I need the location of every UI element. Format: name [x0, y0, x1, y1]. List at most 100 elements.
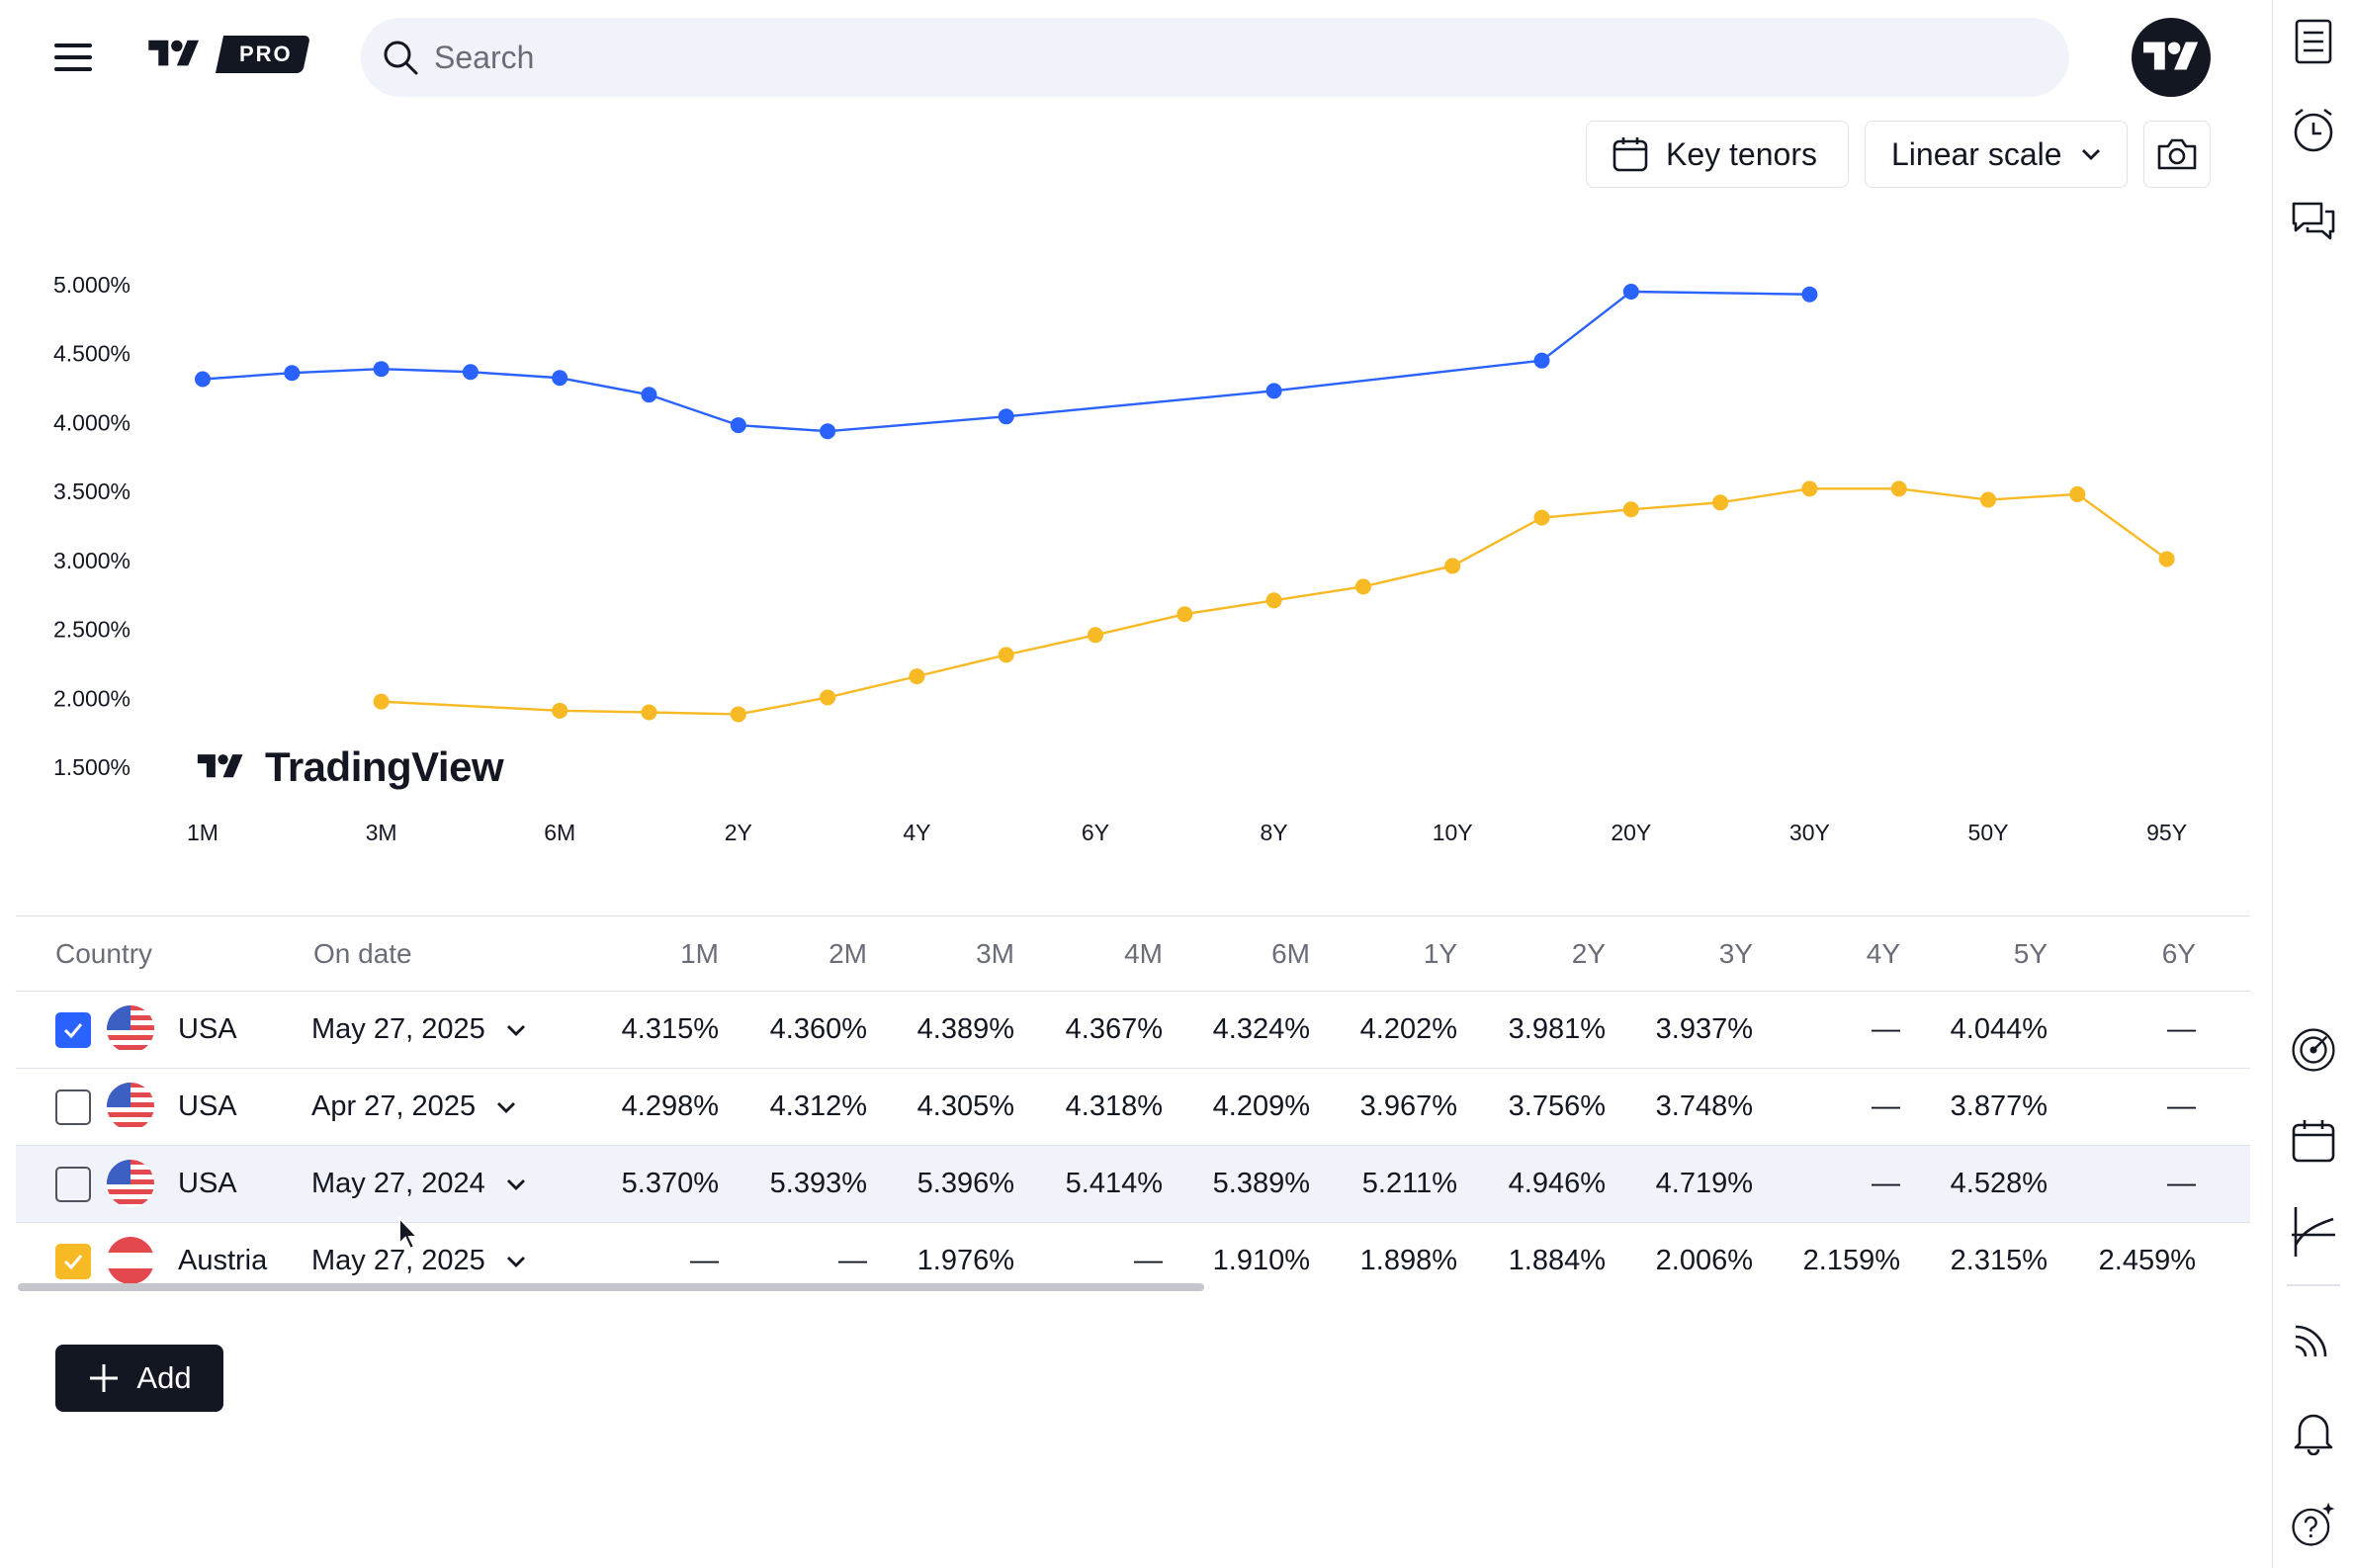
series-point-0[interactable] — [730, 417, 746, 434]
series-point-1[interactable] — [820, 689, 836, 706]
column-header-tenor[interactable]: 3M — [976, 937, 1014, 969]
key-tenors-label: Key tenors — [1666, 135, 1817, 172]
yield-value: 4.719% — [1655, 1168, 1753, 1199]
date-dropdown[interactable]: May 27, 2025 — [311, 1223, 527, 1299]
checkbox[interactable] — [55, 1089, 91, 1125]
horizontal-scrollbar[interactable] — [18, 1283, 1204, 1291]
series-point-1[interactable] — [1088, 627, 1103, 644]
x-tick-label: 2Y — [725, 820, 752, 845]
column-header-tenor[interactable]: 3Y — [1718, 937, 1753, 969]
yield-value: — — [2167, 1013, 2196, 1045]
checkbox-checked[interactable] — [55, 1012, 91, 1048]
help-icon[interactable] — [2290, 1501, 2337, 1548]
column-header-tenor[interactable]: 2Y — [1571, 937, 1606, 969]
checkmark-icon — [63, 1023, 83, 1039]
column-header-country[interactable]: Country — [55, 937, 153, 969]
series-point-1[interactable] — [2158, 551, 2175, 567]
column-header-tenor[interactable]: 6Y — [2161, 937, 2196, 969]
series-point-1[interactable] — [1354, 578, 1371, 595]
date-dropdown[interactable]: May 27, 2025 — [311, 992, 527, 1068]
yield-value: 1.910% — [1212, 1245, 1310, 1276]
series-point-0[interactable] — [1801, 286, 1818, 303]
profile-avatar[interactable] — [2132, 18, 2211, 97]
column-header-tenor[interactable]: 1Y — [1423, 937, 1457, 969]
column-header-tenor[interactable]: 2M — [828, 937, 867, 969]
series-point-1[interactable] — [2069, 485, 2086, 502]
camera-icon — [2157, 138, 2197, 170]
series-point-1[interactable] — [998, 647, 1014, 663]
austria-flag-icon — [107, 1237, 154, 1284]
series-point-1[interactable] — [1801, 480, 1818, 497]
bell-icon[interactable] — [2290, 1408, 2337, 1455]
yield-value: 1.884% — [1508, 1245, 1606, 1276]
column-header-tenor[interactable]: 6M — [1271, 937, 1310, 969]
series-point-1[interactable] — [1533, 509, 1550, 526]
series-point-1[interactable] — [1265, 592, 1282, 609]
yield-curve-icon[interactable] — [2290, 1207, 2337, 1257]
table-row[interactable]: USA May 27, 2025 4.315% 4.360% 4.389% 4.367% 4… — [16, 991, 2250, 1068]
series-point-1[interactable] — [1444, 558, 1461, 574]
yield-value: 2.315% — [1950, 1245, 2048, 1276]
series-point-0[interactable] — [1265, 383, 1282, 399]
series-point-1[interactable] — [1980, 491, 1996, 508]
table-row[interactable]: USA May 27, 2024 5.370% 5.393% 5.396% 5.414% 5… — [16, 1145, 2250, 1222]
screenshot-button[interactable] — [2143, 121, 2211, 188]
date-value: May 27, 2024 — [311, 1168, 485, 1199]
calendar-icon[interactable] — [2290, 1117, 2337, 1165]
series-point-1[interactable] — [1622, 501, 1639, 518]
yield-value: 2.159% — [1802, 1245, 1900, 1276]
date-value: Apr 27, 2025 — [311, 1090, 477, 1122]
column-header-date[interactable]: On date — [313, 937, 412, 969]
series-point-0[interactable] — [195, 371, 211, 388]
tradingview-pro-logo[interactable]: PRO — [134, 34, 310, 75]
yield-value: 3.748% — [1655, 1090, 1753, 1122]
series-point-1[interactable] — [373, 693, 390, 710]
mouse-cursor-icon — [398, 1216, 420, 1251]
target-icon[interactable] — [2290, 1026, 2337, 1074]
series-point-0[interactable] — [1622, 283, 1639, 300]
date-dropdown[interactable]: Apr 27, 2025 — [311, 1069, 517, 1145]
search-bar[interactable] — [361, 18, 2069, 97]
chat-icon[interactable] — [2290, 198, 2337, 245]
series-point-0[interactable] — [820, 423, 836, 440]
series-point-1[interactable] — [1712, 494, 1729, 511]
menu-icon[interactable] — [54, 44, 92, 71]
series-point-1[interactable] — [909, 668, 925, 685]
column-header-tenor[interactable]: 4M — [1124, 937, 1163, 969]
yield-value: — — [1134, 1245, 1163, 1276]
yield-value: 1.976% — [916, 1245, 1014, 1276]
series-point-0[interactable] — [284, 365, 301, 382]
column-header-tenor[interactable]: 5Y — [2013, 937, 2048, 969]
series-point-0[interactable] — [998, 408, 1014, 425]
add-button[interactable]: Add — [55, 1345, 223, 1412]
yield-value: 5.211% — [1361, 1168, 1457, 1199]
series-point-0[interactable] — [1533, 352, 1550, 369]
column-header-tenor[interactable]: 1M — [680, 937, 719, 969]
alarm-clock-icon[interactable] — [2290, 107, 2337, 154]
table-row[interactable]: USA Apr 27, 2025 4.298% 4.312% 4.305% 4.318% 4… — [16, 1068, 2250, 1145]
yield-value: 3.967% — [1359, 1090, 1457, 1122]
search-input[interactable] — [434, 39, 1917, 76]
series-point-0[interactable] — [373, 361, 390, 378]
tradingview-logo-icon — [148, 40, 199, 66]
calendar-icon — [1612, 137, 1648, 172]
watchlist-icon[interactable] — [2290, 18, 2337, 65]
series-point-1[interactable] — [552, 702, 568, 719]
column-header-tenor[interactable]: 4Y — [1866, 937, 1900, 969]
date-dropdown[interactable]: May 27, 2024 — [311, 1146, 527, 1222]
series-point-1[interactable] — [1176, 606, 1193, 623]
series-point-1[interactable] — [1890, 480, 1907, 497]
series-point-0[interactable] — [552, 370, 568, 387]
series-point-1[interactable] — [730, 706, 746, 723]
series-point-0[interactable] — [462, 364, 479, 381]
signal-feed-icon[interactable] — [2290, 1315, 2337, 1362]
checkbox[interactable] — [55, 1167, 91, 1202]
yield-value: — — [1872, 1168, 1900, 1199]
key-tenors-button[interactable]: Key tenors — [1586, 121, 1849, 188]
checkbox-checked[interactable] — [55, 1244, 91, 1279]
scale-dropdown[interactable]: Linear scale — [1865, 121, 2128, 188]
table-row[interactable]: Austria May 27, 2025 — — 1.976% — 1.910% 1.898%… — [16, 1222, 2250, 1299]
series-point-0[interactable] — [641, 387, 657, 403]
add-label: Add — [136, 1360, 192, 1395]
series-point-1[interactable] — [641, 704, 657, 721]
